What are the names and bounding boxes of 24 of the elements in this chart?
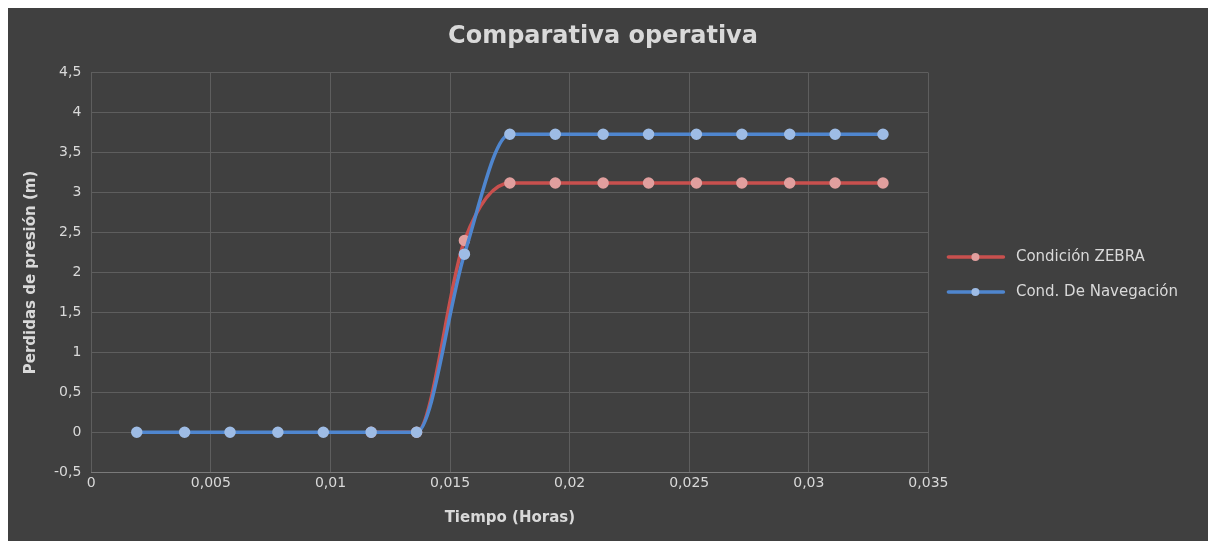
y-axis-title: Perdidas de presión (m): [20, 170, 39, 375]
y-tick-label: 0,5: [59, 382, 82, 399]
x-tick-label: 0,005: [190, 474, 231, 491]
y-tick-label: 1: [72, 343, 82, 360]
y-tick-label: -0,5: [53, 462, 82, 479]
y-tick-label: 0: [72, 422, 82, 439]
y-tick-label: 2: [72, 263, 82, 280]
chart-title: Comparativa operativa: [448, 20, 758, 49]
y-tick-label: 1,5: [59, 303, 82, 320]
x-tick-label: 0,025: [669, 474, 710, 491]
x-tick-label: 0,03: [793, 474, 825, 491]
x-axis-title: Tiempo (Horas): [444, 507, 576, 526]
x-tick-label: 0,035: [908, 474, 949, 491]
y-tick-label: 3: [72, 183, 82, 200]
x-tick-label: 0,01: [314, 474, 347, 491]
y-tick-label: 3,5: [59, 143, 82, 160]
x-tick-label: 0: [86, 474, 96, 491]
y-tick-label: 4,5: [59, 63, 82, 80]
y-tick-label: 4: [72, 103, 82, 120]
y-tick-label: 2,5: [59, 223, 82, 240]
legend-label: Condición ZEBRA: [1015, 246, 1146, 265]
legend-label: Cond. De Navegación: [1015, 281, 1178, 300]
x-tick-label: 0,02: [554, 474, 586, 491]
x-tick-label: 0,015: [430, 474, 471, 491]
